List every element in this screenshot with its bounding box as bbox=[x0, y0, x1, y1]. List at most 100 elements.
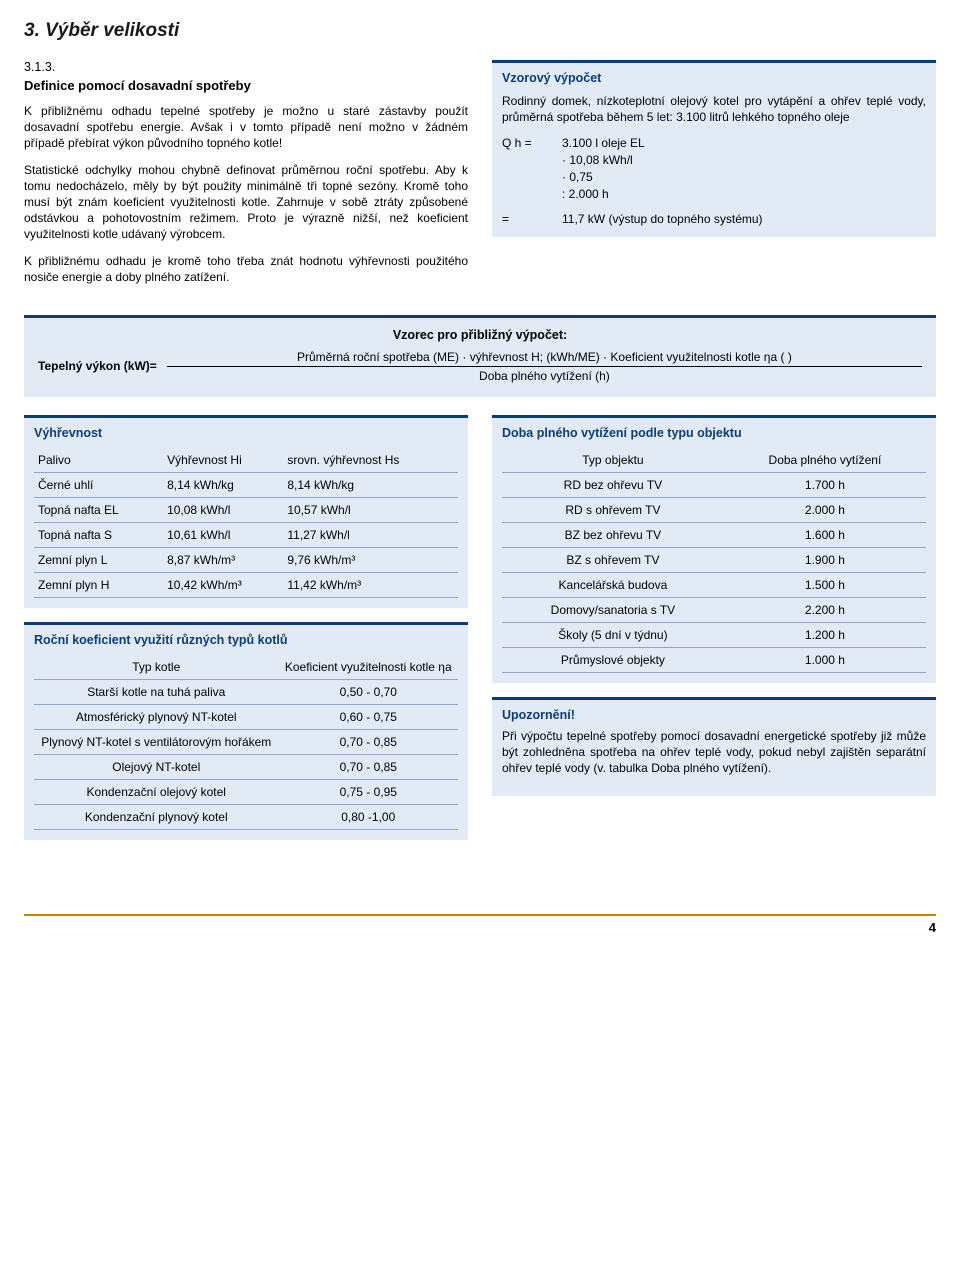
cell: Atmosférický plynový NT-kotel bbox=[34, 704, 279, 729]
doba-title: Doba plného vytížení podle typu objektu bbox=[502, 426, 926, 440]
vyhrevnost-title: Výhřevnost bbox=[34, 426, 458, 440]
formula-title: Vzorec pro přibližný výpočet: bbox=[38, 328, 922, 342]
cell: 1.900 h bbox=[724, 547, 926, 572]
paragraph-3: K přibližnému odhadu je kromě toho třeba… bbox=[24, 253, 468, 285]
table-row: RD s ohřevem TV2.000 h bbox=[502, 497, 926, 522]
cell: Starší kotle na tuhá paliva bbox=[34, 679, 279, 704]
formula-box: Vzorec pro přibližný výpočet: Tepelný vý… bbox=[24, 315, 936, 397]
calc-line: · 0,75 bbox=[562, 169, 926, 186]
cell: Olejový NT-kotel bbox=[34, 754, 279, 779]
cell: Topná nafta S bbox=[34, 522, 163, 547]
left-column: 3.1.3. Definice pomocí dosavadní spotřeb… bbox=[24, 60, 468, 295]
cell: Zemní plyn H bbox=[34, 572, 163, 597]
right-column: Vzorový výpočet Rodinný domek, nízkotepl… bbox=[492, 60, 936, 295]
table-row: Kondenzační olejový kotel0,75 - 0,95 bbox=[34, 779, 458, 804]
cell: Topná nafta EL bbox=[34, 497, 163, 522]
table-row: Kondenzační plynový kotel0,80 -1,00 bbox=[34, 804, 458, 829]
cell: 0,80 -1,00 bbox=[279, 804, 458, 829]
cell: Kondenzační plynový kotel bbox=[34, 804, 279, 829]
table-header: Palivo bbox=[34, 448, 163, 473]
table-row: Topná nafta EL10,08 kWh/l10,57 kWh/l bbox=[34, 497, 458, 522]
table-row: Černé uhlí8,14 kWh/kg8,14 kWh/kg bbox=[34, 472, 458, 497]
cell: RD s ohřevem TV bbox=[502, 497, 724, 522]
cell: 10,57 kWh/l bbox=[283, 497, 458, 522]
table-row: Průmyslové objekty1.000 h bbox=[502, 647, 926, 672]
cell: 11,42 kWh/m³ bbox=[283, 572, 458, 597]
table-row: Zemní plyn H10,42 kWh/m³11,42 kWh/m³ bbox=[34, 572, 458, 597]
table-row: Školy (5 dní v týdnu)1.200 h bbox=[502, 622, 926, 647]
cell: RD bez ohřevu TV bbox=[502, 472, 724, 497]
cell: Kancelářská budova bbox=[502, 572, 724, 597]
bottom-left: Výhřevnost Palivo Výhřevnost Hi srovn. v… bbox=[24, 415, 468, 854]
table-row: Kancelářská budova1.500 h bbox=[502, 572, 926, 597]
cell: 2.000 h bbox=[724, 497, 926, 522]
page-title: 3. Výběr velikosti bbox=[24, 20, 936, 42]
q-label: Q h = bbox=[502, 135, 562, 202]
page-number: 4 bbox=[929, 920, 936, 935]
example-box: Vzorový výpočet Rodinný domek, nízkotepl… bbox=[492, 60, 936, 237]
bottom-columns: Výhřevnost Palivo Výhřevnost Hi srovn. v… bbox=[24, 415, 936, 854]
cell: Školy (5 dní v týdnu) bbox=[502, 622, 724, 647]
cell: Zemní plyn L bbox=[34, 547, 163, 572]
formula-lhs: Tepelný výkon (kW)= bbox=[38, 359, 157, 373]
cell: 1.600 h bbox=[724, 522, 926, 547]
cell: 1.700 h bbox=[724, 472, 926, 497]
cell: BZ bez ohřevu TV bbox=[502, 522, 724, 547]
cell: 0,70 - 0,85 bbox=[279, 729, 458, 754]
table-header-row: Typ kotle Koeficient využitelnosti kotle… bbox=[34, 655, 458, 680]
bottom-right: Doba plného vytížení podle typu objektu … bbox=[492, 415, 936, 854]
table-row: Domovy/sanatoria s TV2.200 h bbox=[502, 597, 926, 622]
cell: 0,70 - 0,85 bbox=[279, 754, 458, 779]
warning-text: Při výpočtu tepelné spotřeby pomocí dosa… bbox=[502, 728, 926, 777]
cell: 1.500 h bbox=[724, 572, 926, 597]
example-intro: Rodinný domek, nízkoteplotní olejový kot… bbox=[502, 93, 926, 125]
cell: 9,76 kWh/m³ bbox=[283, 547, 458, 572]
table-row: Starší kotle na tuhá paliva0,50 - 0,70 bbox=[34, 679, 458, 704]
calc-line: : 2.000 h bbox=[562, 186, 926, 203]
page-footer: 4 bbox=[24, 914, 936, 935]
vyhrevnost-table: Palivo Výhřevnost Hi srovn. výhřevnost H… bbox=[34, 448, 458, 598]
table-header-row: Typ objektu Doba plného vytížení bbox=[502, 448, 926, 473]
cell: 10,08 kWh/l bbox=[163, 497, 283, 522]
table-header: Typ kotle bbox=[34, 655, 279, 680]
cell: 0,60 - 0,75 bbox=[279, 704, 458, 729]
koef-box: Roční koeficient využití různých typů ko… bbox=[24, 622, 468, 840]
table-row: Plynový NT-kotel s ventilátorovým hořáke… bbox=[34, 729, 458, 754]
example-title: Vzorový výpočet bbox=[502, 71, 926, 85]
table-header: srovn. výhřevnost Hs bbox=[283, 448, 458, 473]
top-columns: 3.1.3. Definice pomocí dosavadní spotřeb… bbox=[24, 60, 936, 295]
vyhrevnost-box: Výhřevnost Palivo Výhřevnost Hi srovn. v… bbox=[24, 415, 468, 608]
koef-table: Typ kotle Koeficient využitelnosti kotle… bbox=[34, 655, 458, 830]
table-header: Výhřevnost Hi bbox=[163, 448, 283, 473]
calc-line: 3.100 l oleje EL bbox=[562, 135, 926, 152]
cell: Domovy/sanatoria s TV bbox=[502, 597, 724, 622]
cell: 0,50 - 0,70 bbox=[279, 679, 458, 704]
warning-box: Upozornění! Při výpočtu tepelné spotřeby… bbox=[492, 697, 936, 797]
cell: 11,27 kWh/l bbox=[283, 522, 458, 547]
cell: 8,14 kWh/kg bbox=[163, 472, 283, 497]
section-title: Definice pomocí dosavadní spotřeby bbox=[24, 78, 468, 93]
cell: Černé uhlí bbox=[34, 472, 163, 497]
formula-numerator: Průměrná roční spotřeba (ME) · výhřevnos… bbox=[167, 350, 922, 367]
cell: 0,75 - 0,95 bbox=[279, 779, 458, 804]
cell: Průmyslové objekty bbox=[502, 647, 724, 672]
section-number: 3.1.3. bbox=[24, 60, 468, 74]
table-row: Topná nafta S10,61 kWh/l11,27 kWh/l bbox=[34, 522, 458, 547]
table-row: RD bez ohřevu TV1.700 h bbox=[502, 472, 926, 497]
table-header: Doba plného vytížení bbox=[724, 448, 926, 473]
result-label: = bbox=[502, 211, 562, 228]
table-row: Olejový NT-kotel0,70 - 0,85 bbox=[34, 754, 458, 779]
result-value: 11,7 kW (výstup do topného systému) bbox=[562, 211, 926, 228]
cell: 10,61 kWh/l bbox=[163, 522, 283, 547]
cell: 8,87 kWh/m³ bbox=[163, 547, 283, 572]
table-header: Koeficient využitelnosti kotle ηa bbox=[279, 655, 458, 680]
doba-table: Typ objektu Doba plného vytížení RD bez … bbox=[502, 448, 926, 673]
table-header: Typ objektu bbox=[502, 448, 724, 473]
warning-title: Upozornění! bbox=[502, 708, 926, 722]
cell: Kondenzační olejový kotel bbox=[34, 779, 279, 804]
formula-denominator: Doba plného vytížení (h) bbox=[167, 367, 922, 383]
calc-line: · 10,08 kWh/l bbox=[562, 152, 926, 169]
cell: 1.000 h bbox=[724, 647, 926, 672]
table-row: Atmosférický plynový NT-kotel0,60 - 0,75 bbox=[34, 704, 458, 729]
table-row: Zemní plyn L8,87 kWh/m³9,76 kWh/m³ bbox=[34, 547, 458, 572]
